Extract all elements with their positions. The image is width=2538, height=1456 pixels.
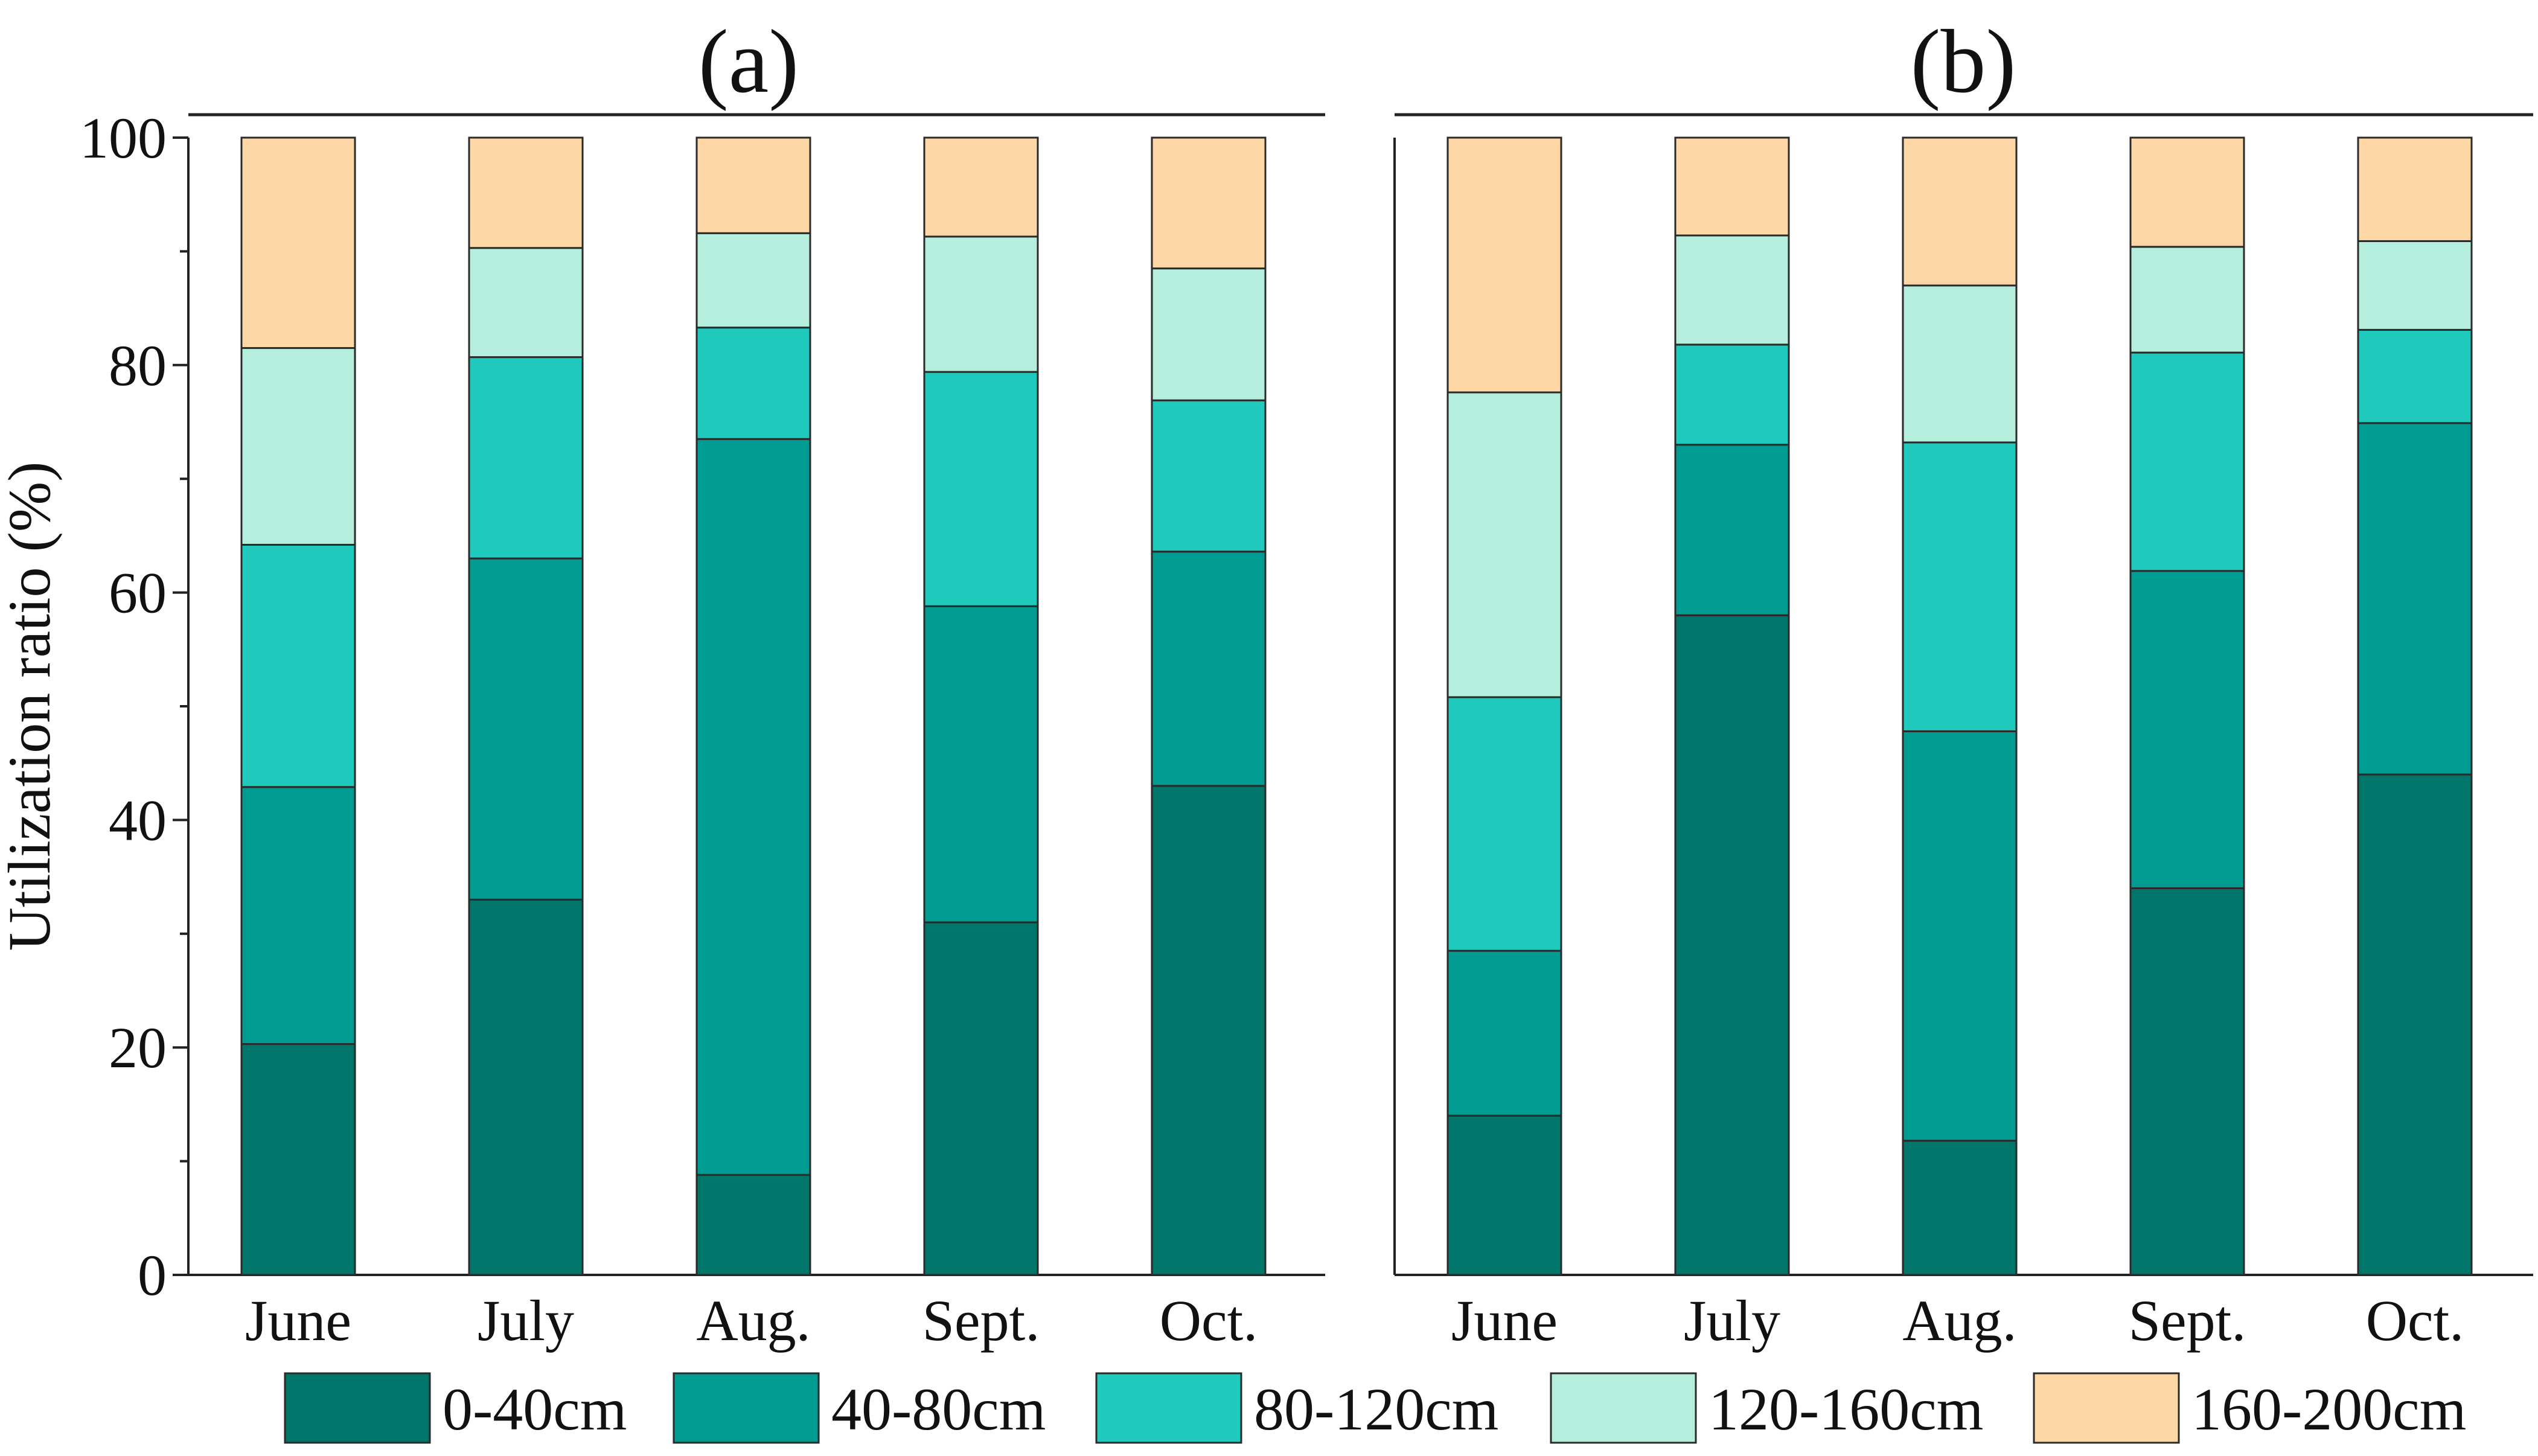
bar-segment-0-40cm-June [240, 1043, 356, 1276]
legend-label: 120-160cm [1709, 1376, 1983, 1443]
bar-segment-0-40cm-Aug. [1902, 1140, 2018, 1276]
legend-swatch [673, 1372, 820, 1444]
legend-item: 160-200cm [2033, 1372, 2466, 1444]
x-tick-label: Oct. [1160, 1288, 1258, 1353]
x-tick-label: Oct. [2366, 1288, 2464, 1353]
panel-title: (b) [1911, 11, 2016, 112]
bar-segment-80-120cm-July [468, 356, 584, 560]
bar-segment-40-80cm-July [1674, 444, 1790, 616]
legend-label: 160-200cm [2191, 1376, 2466, 1443]
bar-segment-120-160cm-July [1674, 234, 1790, 346]
bar-segment-40-80cm-Aug. [1902, 730, 2018, 1142]
legend-label: 0-40cm [443, 1376, 627, 1443]
bar-segment-120-160cm-June [240, 347, 356, 546]
legend-swatch [2033, 1372, 2180, 1444]
y-tick-label: 40 [109, 788, 167, 852]
bar-segment-80-120cm-Oct. [1151, 399, 1267, 553]
y-axis-title: Utilization ratio (%) [0, 462, 63, 951]
x-tick-label: Aug. [696, 1288, 810, 1353]
x-tick-label: Sept. [2129, 1288, 2246, 1353]
bar-segment-0-40cm-Oct. [1151, 785, 1267, 1276]
bar-segment-120-160cm-Oct. [1151, 267, 1267, 401]
bar-segment-40-80cm-Sept. [2129, 570, 2245, 889]
bar-segment-160-200cm-Oct. [2357, 136, 2473, 242]
y-tick-label: 20 [109, 1015, 167, 1080]
bar-segment-80-120cm-Aug. [1902, 441, 2018, 732]
bar-segment-120-160cm-Aug. [695, 232, 811, 329]
bar-segment-0-40cm-July [468, 898, 584, 1276]
y-tick-label: 0 [138, 1243, 167, 1308]
bar-segment-0-40cm-Oct. [2357, 773, 2473, 1276]
legend-label: 40-80cm [831, 1376, 1046, 1443]
bar-segment-80-120cm-Oct. [2357, 328, 2473, 424]
bar-segment-160-200cm-July [1674, 136, 1790, 237]
legend-swatch [1095, 1372, 1242, 1444]
bar-segment-40-80cm-Sept. [923, 605, 1039, 924]
bar-segment-160-200cm-Sept. [923, 136, 1039, 238]
bar-segment-80-120cm-Aug. [695, 327, 811, 440]
bar-segment-80-120cm-June [240, 543, 356, 788]
y-tick-label: 100 [80, 106, 167, 170]
bar-segment-160-200cm-July [468, 136, 584, 249]
x-tick-label: July [1684, 1288, 1780, 1353]
bar-segment-80-120cm-June [1446, 696, 1562, 952]
x-tick-label: Aug. [1902, 1288, 2016, 1353]
bar-segment-40-80cm-Oct. [2357, 422, 2473, 776]
legend-item: 120-160cm [1550, 1372, 1983, 1444]
bar-segment-160-200cm-June [240, 136, 356, 350]
bar-segment-0-40cm-Aug. [695, 1173, 811, 1276]
bar-segment-120-160cm-June [1446, 391, 1562, 698]
bar-segment-40-80cm-Oct. [1151, 551, 1267, 787]
x-tick-label: July [478, 1288, 574, 1353]
bar-segment-120-160cm-Sept. [2129, 246, 2245, 354]
bar-segment-80-120cm-July [1674, 343, 1790, 446]
bar-segment-160-200cm-Sept. [2129, 136, 2245, 248]
legend-item: 40-80cm [673, 1372, 1046, 1444]
chart-panel-b: (b) June July Aug. Sept. Oct. [1393, 11, 2533, 1353]
bar-segment-160-200cm-June [1446, 136, 1562, 394]
bar-segment-80-120cm-Sept. [923, 371, 1039, 607]
bar-segment-40-80cm-Aug. [695, 438, 811, 1176]
bar-segment-0-40cm-June [1446, 1114, 1562, 1276]
panel-title: (a) [698, 11, 799, 112]
bar-segment-0-40cm-July [1674, 614, 1790, 1276]
legend-swatch [284, 1372, 431, 1444]
bar-segment-120-160cm-July [468, 247, 584, 359]
bar-segment-40-80cm-June [240, 786, 356, 1046]
legend-item: 80-120cm [1095, 1372, 1498, 1444]
bar-segment-40-80cm-June [1446, 950, 1562, 1117]
legend-item: 0-40cm [284, 1372, 627, 1444]
y-tick-label: 60 [109, 561, 167, 625]
bar-segment-120-160cm-Oct. [2357, 240, 2473, 331]
bar-segment-0-40cm-Sept. [2129, 887, 2245, 1276]
bar-segment-120-160cm-Aug. [1902, 284, 2018, 444]
x-tick-label: June [1451, 1288, 1558, 1353]
x-tick-label: Sept. [922, 1288, 1040, 1353]
bar-segment-0-40cm-Sept. [923, 921, 1039, 1276]
bar-segment-40-80cm-July [468, 557, 584, 901]
legend-swatch [1550, 1372, 1697, 1444]
y-tick-label: 80 [109, 333, 167, 398]
chart-panel-a: (a) 0 20 40 60 80 100 Utilization ratio (%) June… [0, 11, 1325, 1353]
bar-segment-160-200cm-Oct. [1151, 136, 1267, 270]
bar-segment-160-200cm-Aug. [1902, 136, 2018, 287]
bar-segment-120-160cm-Sept. [923, 235, 1039, 373]
bar-segment-160-200cm-Aug. [695, 136, 811, 234]
bar-segment-80-120cm-Sept. [2129, 351, 2245, 572]
x-tick-label: June [245, 1288, 351, 1353]
legend-label: 80-120cm [1254, 1376, 1498, 1443]
